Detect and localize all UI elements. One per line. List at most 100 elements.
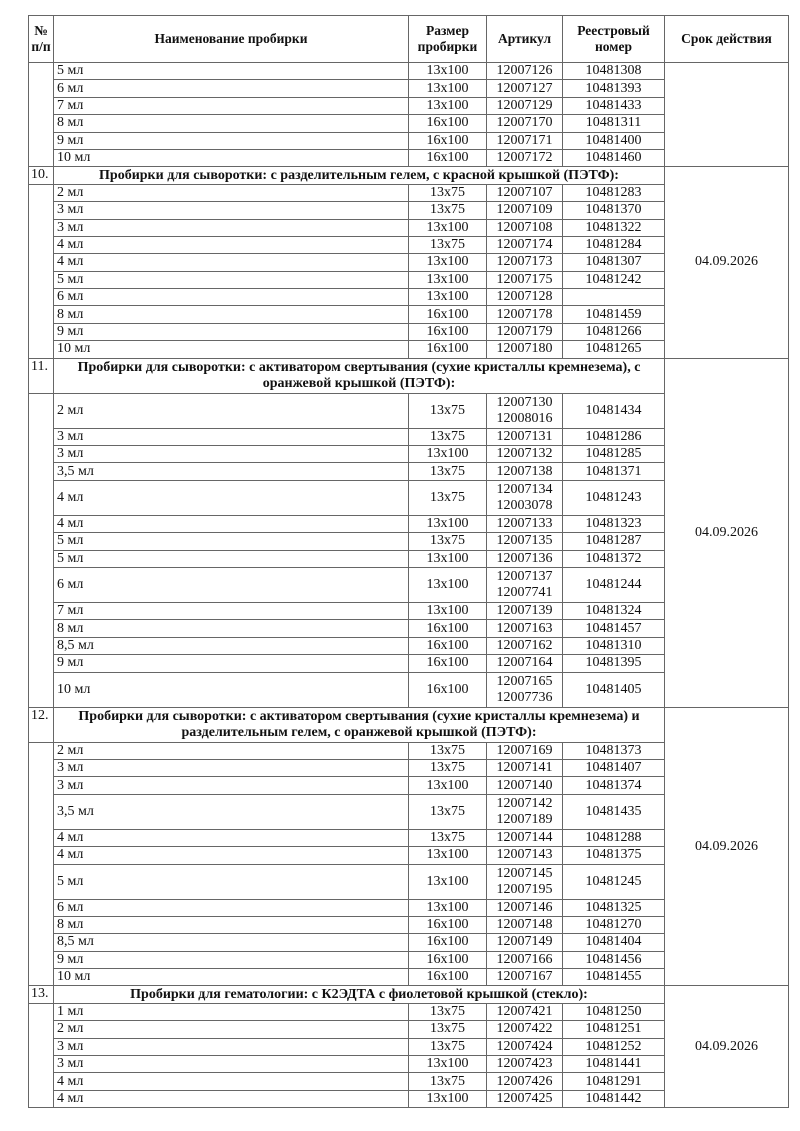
tube-size: 16x100	[408, 114, 487, 133]
article-cell: 12007129	[486, 96, 563, 116]
article-number: 12007107	[496, 184, 553, 200]
registry-number: 10481459	[562, 305, 665, 324]
tube-name: 6 мл	[53, 898, 409, 917]
tube-name: 10 мл	[53, 671, 409, 708]
section-title: Пробирки для гематологии: с К2ЭДТА с фио…	[53, 985, 665, 1004]
registry-number: 10481243	[562, 479, 665, 516]
registry-number: 10481287	[562, 532, 665, 551]
tube-name: 3 мл	[53, 1037, 409, 1057]
article-cell: 12007422	[486, 1020, 563, 1039]
article-number: 12007131	[496, 428, 553, 444]
tube-size: 13x100	[408, 863, 487, 900]
registry-number: 10481307	[562, 253, 665, 272]
article-number: 12007109	[496, 202, 553, 218]
article-cell: 12007107	[486, 183, 563, 203]
header-num: № п/п	[28, 15, 54, 63]
article-number: 12007137	[496, 568, 553, 584]
tube-size: 13x100	[408, 566, 487, 603]
tube-name: 9 мл	[53, 654, 409, 673]
tube-name: 4 мл	[53, 479, 409, 516]
article-cell: 12007145 12007195	[486, 863, 563, 900]
tube-name: 8 мл	[53, 114, 409, 133]
table-row: 6 мл 13x100 12007137 12007741 10481244	[29, 566, 789, 603]
article-cell: 12007136	[486, 549, 563, 568]
tube-name: 3 мл	[53, 201, 409, 220]
tube-name: 5 мл	[53, 61, 409, 81]
tube-name: 4 мл	[53, 253, 409, 272]
table-row: 2 мл 13x75 12007130 12008016 10481434	[28, 392, 789, 708]
tube-name: 9 мл	[53, 131, 409, 150]
table-row: 2 мл 13x75 12007169 10481373	[28, 741, 789, 987]
tube-name: 8 мл	[53, 305, 409, 324]
tube-size: 13x100	[408, 514, 487, 534]
section-number: 10.	[28, 166, 54, 185]
section-title: Пробирки для сыворотки: с активатором св…	[53, 357, 665, 394]
article-number: 12007148	[496, 917, 553, 933]
article-number: 12007179	[496, 324, 553, 340]
registry-number: 10481405	[562, 671, 665, 708]
registry-number: 10481245	[562, 863, 665, 900]
tube-name: 2 мл	[53, 183, 409, 203]
tube-size: 13x75	[408, 758, 487, 778]
tube-size: 13x75	[408, 479, 487, 516]
tube-size: 13x75	[408, 201, 487, 220]
article-number: 12007108	[496, 219, 553, 235]
tube-name: 7 мл	[53, 601, 409, 621]
table-row: 8 мл 16x100 12007178 10481459	[29, 305, 789, 324]
tube-name: 8 мл	[53, 915, 409, 935]
section-header-row: 11. Пробирки для сыворотки: с активатором…	[28, 357, 789, 708]
registry-number: 10481283	[562, 183, 665, 203]
article-cell: 12007171	[486, 131, 563, 150]
article-cell: 12007144	[486, 828, 563, 848]
tube-name: 2 мл	[53, 392, 409, 429]
article-number: 12007736	[496, 689, 553, 705]
tube-name: 4 мл	[53, 1089, 409, 1109]
registry-number: 10481404	[562, 933, 665, 952]
table-row: 3 мл 13x75 12007141 10481407	[29, 758, 789, 778]
article-cell: 12007140	[486, 776, 563, 795]
article-number: 12007132	[496, 446, 553, 462]
tube-name: 3,5 мл	[53, 793, 409, 830]
table-row: 4 мл 13x100 12007143 10481375	[29, 846, 789, 865]
registry-number: 10481291	[562, 1072, 665, 1091]
tube-size: 16x100	[408, 968, 487, 987]
article-cell: 12007169	[486, 741, 563, 760]
tube-name: 6 мл	[53, 566, 409, 603]
registry-number: 10481252	[562, 1037, 665, 1057]
header-name: Наименование пробирки	[53, 15, 409, 63]
article-cell: 12007146	[486, 898, 563, 917]
table-row: 6 мл 13x100 12007127 10481393	[29, 79, 789, 98]
registry-number: 10481244	[562, 566, 665, 603]
table-row: 3,5 мл 13x75 12007138 10481371	[29, 462, 789, 481]
registry-number: 10481372	[562, 549, 665, 568]
registry-number: 10481265	[562, 340, 665, 359]
article-number: 12007128	[496, 289, 553, 305]
registry-number: 10481325	[562, 898, 665, 917]
article-number: 12007425	[496, 1090, 553, 1106]
tube-size: 13x75	[408, 1002, 487, 1022]
article-number: 12007180	[496, 341, 553, 357]
registry-number: 10481288	[562, 828, 665, 848]
article-number: 12007171	[496, 132, 553, 148]
article-number: 12007163	[496, 620, 553, 636]
row-number-cell	[28, 61, 54, 168]
table-row: 8,5 мл 16x100 12007149 10481404	[29, 933, 789, 952]
section-header-row: 12. Пробирки для сыворотки: с активатором…	[28, 706, 789, 987]
registry-number: 10481407	[562, 758, 665, 778]
registry-number: 10481324	[562, 601, 665, 621]
registry-number: 10481323	[562, 514, 665, 534]
article-number: 12007145	[496, 865, 553, 881]
article-cell: 12007172	[486, 148, 563, 168]
row-number-cell	[28, 741, 54, 987]
tube-size: 13x100	[408, 549, 487, 568]
registry-number: 10481251	[562, 1020, 665, 1039]
tube-size: 16x100	[408, 322, 487, 342]
article-number: 12007172	[496, 150, 553, 166]
tube-name: 2 мл	[53, 1020, 409, 1039]
article-number: 12007143	[496, 847, 553, 863]
tube-name: 9 мл	[53, 950, 409, 970]
tube-name: 5 мл	[53, 270, 409, 290]
tube-size: 16x100	[408, 148, 487, 168]
tube-size: 16x100	[408, 131, 487, 150]
tube-size: 13x100	[408, 79, 487, 98]
